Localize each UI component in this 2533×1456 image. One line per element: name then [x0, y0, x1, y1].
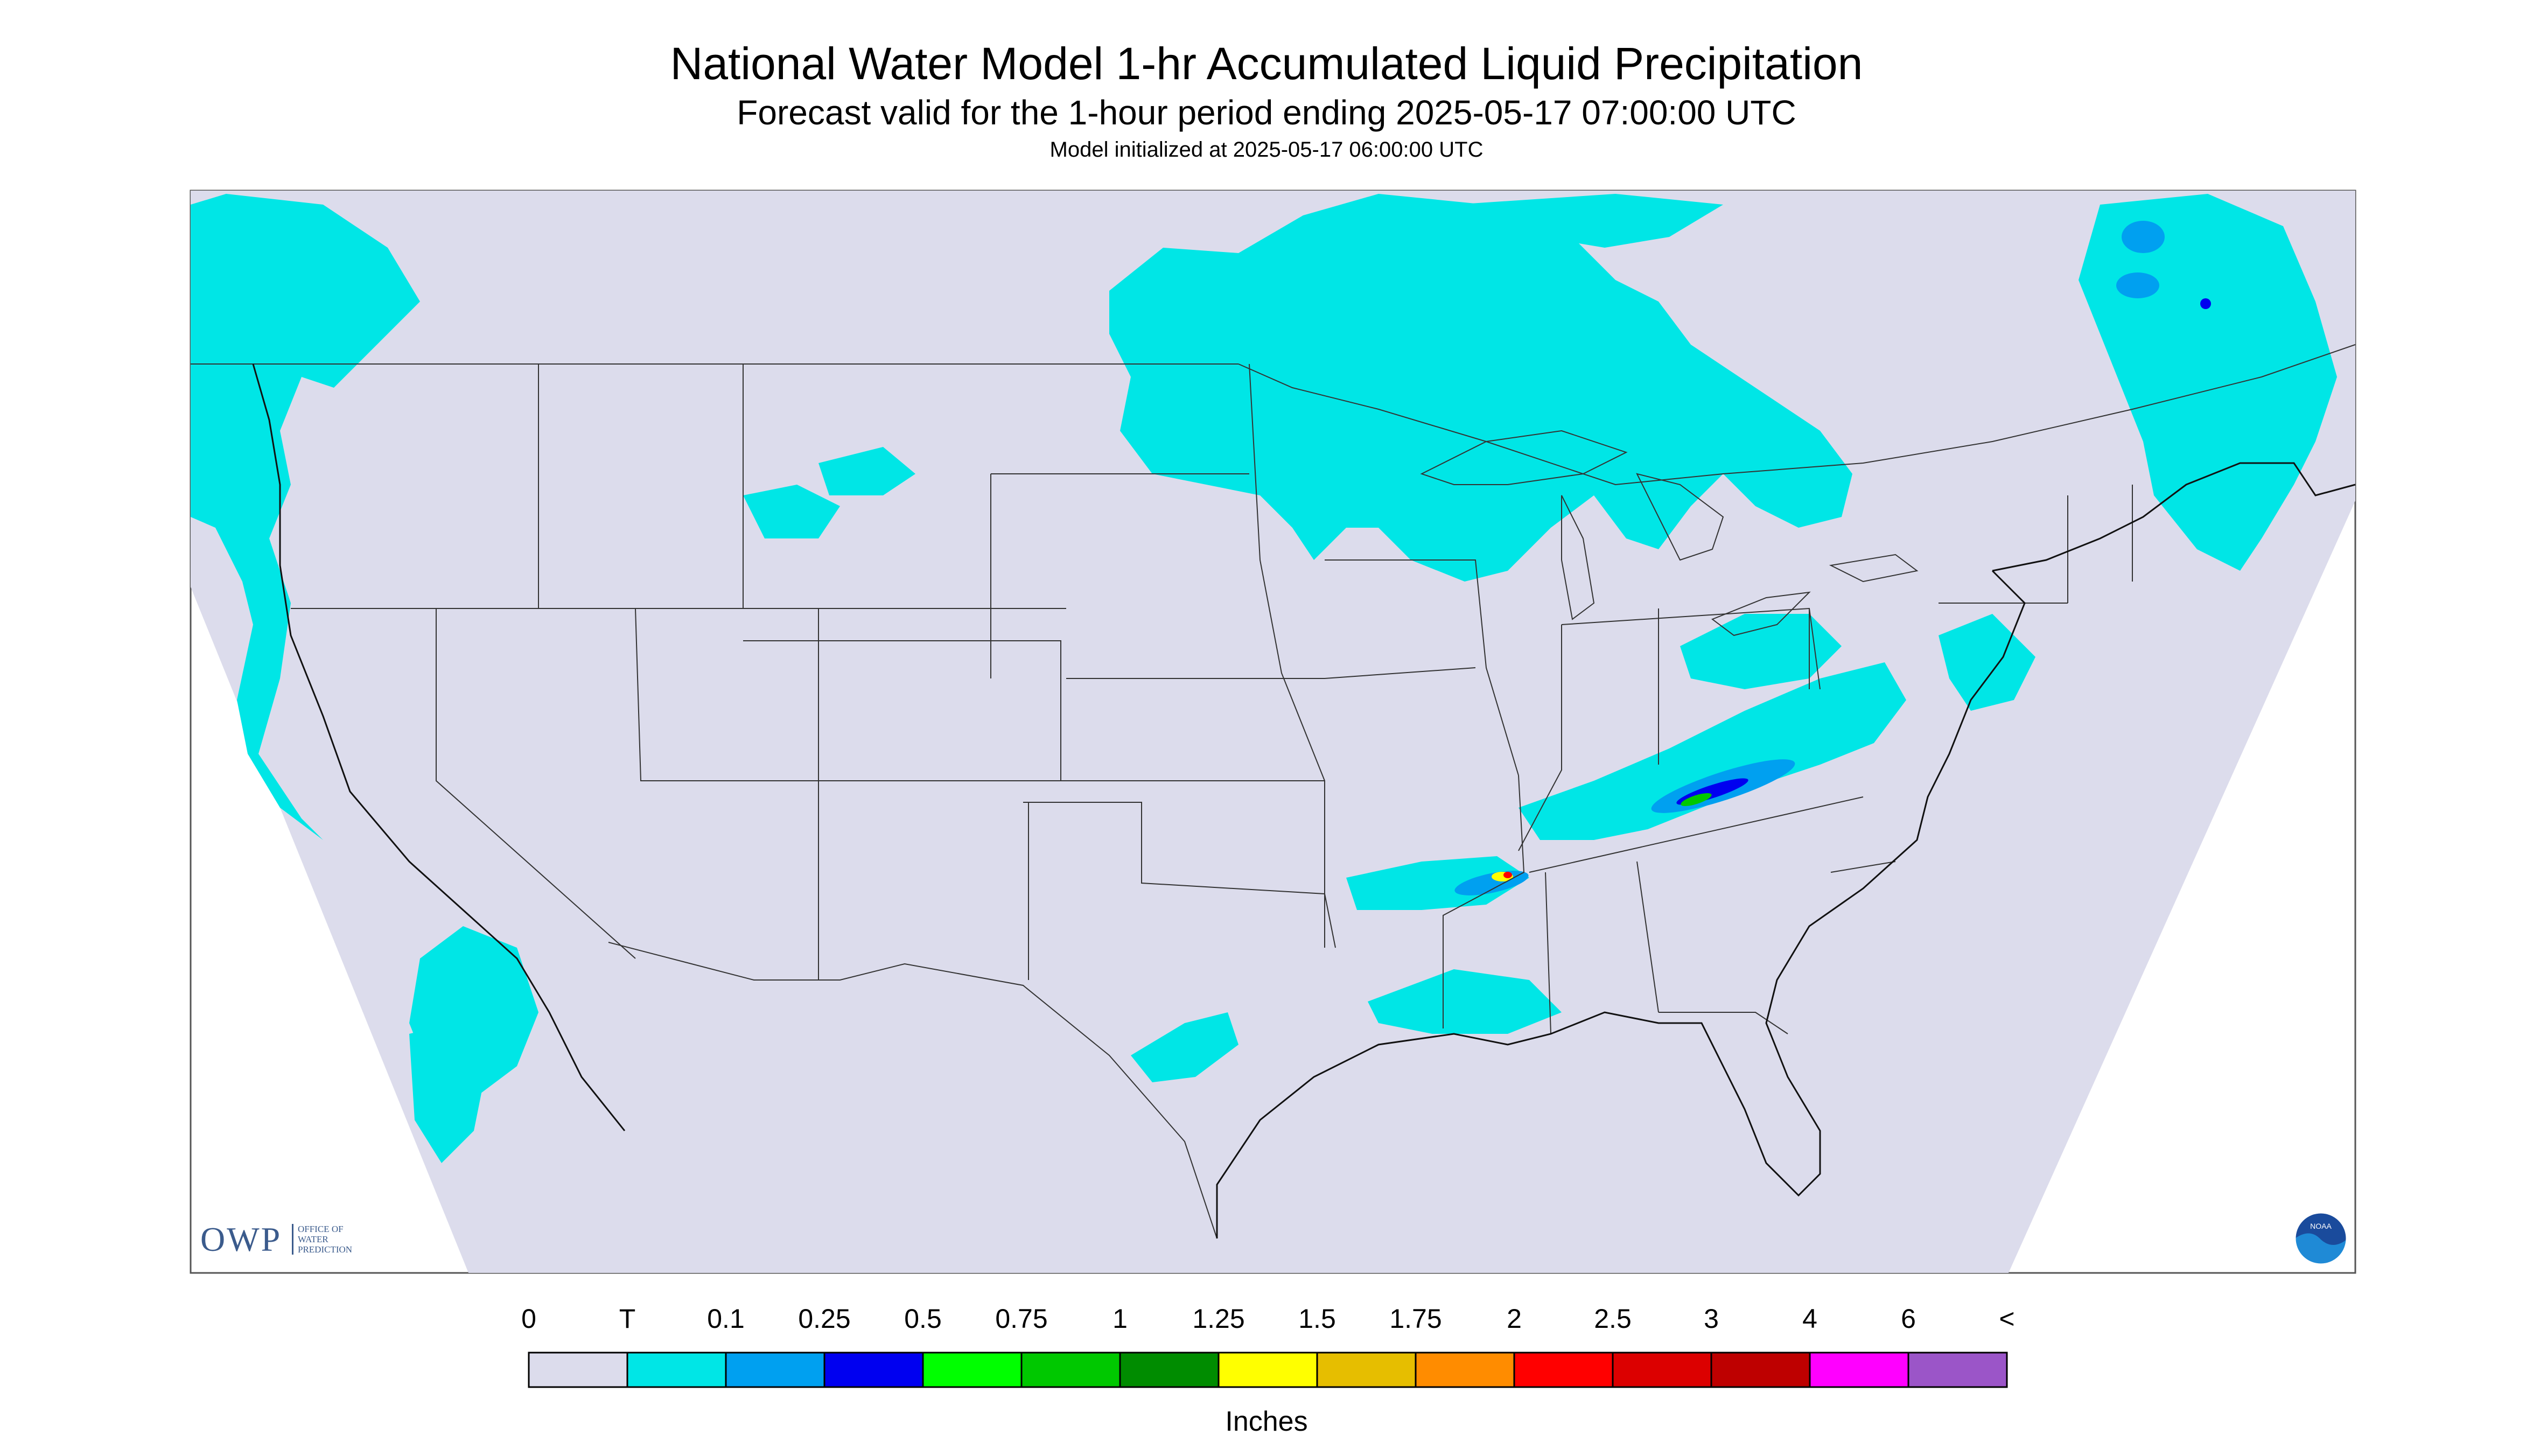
legend-swatch — [1809, 1352, 1909, 1388]
forecast-valid-subtitle: Forecast valid for the 1-hour period end… — [737, 93, 1796, 132]
legend-tick-label: 0.25 — [798, 1304, 851, 1334]
legend-swatch — [1513, 1352, 1614, 1388]
precip-legend — [528, 1352, 2008, 1388]
legend-swatch — [1316, 1352, 1417, 1388]
legend-tick-label: < — [1999, 1304, 2015, 1334]
precip-2-patch — [1503, 872, 1512, 878]
precip-0.1-patch — [2122, 221, 2165, 253]
legend-swatch — [725, 1352, 825, 1388]
political-borders — [191, 344, 2356, 1239]
model-init-line: Model initialized at 2025-05-17 06:00:00… — [1049, 138, 1484, 162]
legend-swatch — [1612, 1352, 1712, 1388]
noaa-logo: NOAA — [2294, 1212, 2348, 1265]
page-title: National Water Model 1-hr Accumulated Li… — [670, 38, 1863, 89]
precip-0.1-patch — [2116, 272, 2159, 298]
owp-logo-subtext: OFFICE OF WATER PREDICTION — [292, 1224, 373, 1255]
legend-swatch — [1415, 1352, 1515, 1388]
legend-swatch — [528, 1352, 628, 1388]
legend-tick-label: 6 — [1901, 1304, 1916, 1334]
precip-heavier-areas — [1454, 221, 2211, 895]
legend-tick-label: 1 — [1112, 1304, 1128, 1334]
legend-swatch — [1217, 1352, 1318, 1388]
owp-logo: OWP OFFICE OF WATER PREDICTION — [200, 1220, 352, 1259]
legend-tick-label: 1.5 — [1298, 1304, 1336, 1334]
legend-swatch — [823, 1352, 924, 1388]
legend-tick-label: 0.75 — [995, 1304, 1048, 1334]
coastlines — [252, 363, 2356, 1238]
legend-tick-label: 0.5 — [904, 1304, 942, 1334]
precip-0.5-patch — [1681, 793, 1712, 806]
legend-tick-label: 0.1 — [707, 1304, 745, 1334]
precip-0.25-patch — [2200, 298, 2211, 309]
legend-tick-label: 1.25 — [1192, 1304, 1245, 1334]
legend-swatch — [1907, 1352, 2008, 1388]
great-lakes — [1420, 430, 1919, 636]
legend-tick-label: 2 — [1507, 1304, 1522, 1334]
legend-swatch — [1020, 1352, 1121, 1388]
legend-swatch — [922, 1352, 1023, 1388]
legend-tick-label: 0 — [521, 1304, 536, 1334]
legend-tick-label: 1.75 — [1389, 1304, 1442, 1334]
legend-units-label: Inches — [1225, 1406, 1308, 1437]
precip-trace-areas — [191, 194, 2337, 1163]
noaa-logo-text: NOAA — [2310, 1222, 2332, 1230]
legend-tick-label: 3 — [1704, 1304, 1719, 1334]
legend-tick-label: 4 — [1802, 1304, 1817, 1334]
owp-logo-text: OWP — [200, 1220, 282, 1258]
legend-swatch — [626, 1352, 727, 1388]
legend-swatch — [1119, 1352, 1220, 1388]
legend-swatch — [1710, 1352, 1811, 1388]
legend-tick-label: T — [619, 1304, 636, 1334]
legend-tick-label: 2.5 — [1594, 1304, 1632, 1334]
